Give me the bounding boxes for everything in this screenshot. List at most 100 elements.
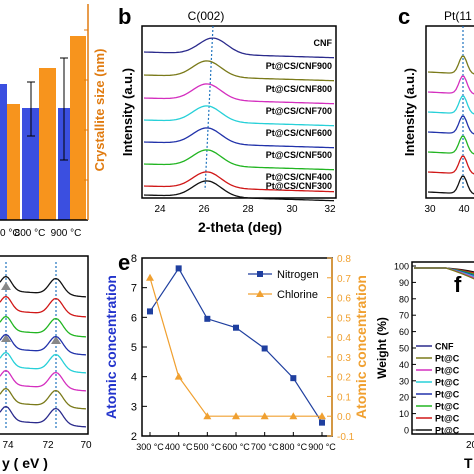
panel-f-curves	[414, 267, 474, 280]
panel-a-ylabel-right: Crystallite size (nm)	[92, 49, 107, 172]
panel-f-curve-6	[414, 267, 474, 280]
panel-f-ytick-6: 40	[399, 360, 409, 370]
panel-e-xtick-6: 900 °C	[308, 442, 336, 452]
panel-b-series-label-7: Pt@CS/CNF300	[266, 181, 332, 191]
panel-e-ytick-right-7: 0.6	[337, 294, 351, 305]
panel-b-curve-4	[143, 127, 335, 149]
panel-e-ylabel-left: Atomic concentration	[103, 275, 119, 419]
panel-d-xlabel: y ( eV )	[2, 455, 48, 471]
panel-d-xtick-70: 70	[80, 440, 92, 451]
panel-a-bar-orange-3	[70, 36, 86, 220]
panel-f-xlabel-partial: T	[464, 455, 473, 471]
panel-b-xtick-30: 30	[286, 204, 298, 215]
panel-f-ytick-1: 90	[399, 278, 409, 288]
panel-b-curve-2	[143, 83, 335, 105]
panel-d-curve-4	[0, 351, 87, 374]
panel-b-plot-frame	[141, 25, 337, 199]
panel-e-point-nitrogen-3	[233, 324, 239, 331]
panel-b-series-label-4: Pt@CS/CNF600	[266, 128, 332, 138]
panel-a-error-bars	[27, 57, 68, 161]
panel-e-ytick-left-5: 7	[131, 283, 137, 295]
panel-e-xtick-4: 700 °C	[251, 442, 279, 452]
panel-d-curve-7	[0, 405, 87, 428]
panel-e-point-chlorine-0	[146, 273, 154, 281]
panel-f-legend-label-3: Pt@C	[435, 378, 460, 388]
panel-e-point-nitrogen-5	[290, 375, 297, 382]
panel-e-point-nitrogen-4	[261, 345, 268, 352]
panel-a-tick-3: 900 °C	[51, 228, 82, 239]
legend-chlorine-marker	[256, 290, 264, 297]
panel-e-xtick-2: 500 °C	[194, 442, 222, 452]
panel-f-legend-label-6: Pt@C	[435, 414, 460, 424]
panel-e-yticks-left: 2 3 4 5 6 7 8	[131, 253, 147, 443]
panel-a-tick-2: 800 °C	[15, 228, 46, 239]
panel-d-arrow-marker-3	[51, 336, 61, 344]
panel-e-ytick-right-9: 0.8	[337, 254, 351, 265]
panel-b-series-label-0: CNF	[314, 38, 333, 48]
panel-c-curve-0	[427, 55, 474, 75]
panel-e-ylabel-right: Atomic concentration	[353, 275, 369, 419]
panel-f-ytick-8: 20	[399, 393, 409, 403]
panel-d-xtick-72: 72	[42, 440, 54, 451]
panel-f-ytick-7: 30	[399, 376, 409, 386]
panel-b-curve-5	[143, 149, 335, 171]
panel-e-ytick-right-6: 0.5	[337, 313, 351, 324]
panel-f-ytick-10: 0	[404, 426, 409, 436]
panel-b-ylabel: Intensity (a.u.)	[120, 68, 135, 156]
panel-e-ytick-right-2: 0.1	[337, 392, 351, 403]
panel-e-xticks: 300 °C 400 °C 500 °C 600 °C 700 °C 800 °C 900 …	[136, 432, 336, 452]
panel-d-plot-frame	[0, 255, 89, 435]
panel-b-xtick-28: 28	[242, 204, 254, 215]
panel-e-ytick-left-3: 5	[131, 342, 137, 354]
panel-e-ytick-right-0: -0.1	[337, 432, 355, 443]
panel-f-legend: CNF Pt@C Pt@C Pt@C Pt@C Pt@C Pt@C Pt@C	[416, 342, 460, 436]
panel-c-plot-frame	[425, 25, 474, 199]
legend-nitrogen-marker	[257, 271, 263, 277]
panel-b-curve-0	[143, 37, 335, 59]
panel-b-x-ticks: 24 26 28 30 32	[154, 204, 336, 215]
panel-c-label: c	[398, 4, 410, 29]
panel-f-ytick-5: 50	[399, 344, 409, 354]
panel-b-series-label-6: Pt@CS/CNF400	[266, 172, 332, 182]
panel-c-curves	[427, 55, 474, 195]
panel-b-xtick-24: 24	[154, 204, 166, 215]
panel-d-curve-3	[0, 333, 87, 356]
panel-c-curve-1	[427, 75, 474, 95]
panel-d-curve-2	[0, 315, 87, 338]
panel-a-bar-orange-2	[39, 68, 56, 220]
panel-a-bar-blue-1	[0, 84, 7, 220]
panel-e-label: e	[118, 250, 130, 275]
panel-b-curve-1	[143, 60, 335, 82]
panel-e: e Atomic concentration Atomic concentrat…	[103, 250, 369, 452]
panel-e-yticks-right: -0.1 0.0 0.1 0.2 0.3 0.4 0.5 0.6 0.7 0.8	[327, 254, 355, 443]
panel-e-legend: Nitrogen Chlorine	[248, 269, 319, 301]
panel-b-series-label-5: Pt@CS/CNF500	[266, 150, 332, 160]
panel-e-ytick-right-5: 0.4	[337, 333, 351, 344]
panel-e-point-chlorine-3	[232, 412, 240, 420]
panel-e-ytick-left-2: 4	[131, 372, 137, 384]
panel-b-series-labels: CNF Pt@CS/CNF900 Pt@CS/CNF800 Pt@CS/CNF700 P…	[266, 38, 333, 191]
panel-b-peak-label: C(002)	[188, 9, 225, 23]
panel-a-bar-blue-3	[58, 108, 70, 220]
panel-d-arrow-marker-1	[1, 282, 11, 290]
panel-c-peak-label: Pt(11	[444, 9, 472, 23]
panel-b-series-label-2: Pt@CS/CNF800	[266, 84, 332, 94]
panel-e-point-chlorine-1	[174, 372, 183, 380]
panel-b-series-label-1: Pt@CS/CNF900	[266, 61, 332, 71]
panel-e-point-chlorine-4	[260, 412, 269, 420]
panel-b-curves	[143, 37, 335, 202]
panel-d-arrow-marker-2	[1, 334, 11, 342]
panel-f-legend-label-4: Pt@C	[435, 390, 460, 400]
panel-c-xtick-30: 30	[424, 204, 436, 215]
panel-e-ytick-left-0: 2	[131, 431, 137, 443]
panel-d-curve-0	[0, 275, 87, 298]
panel-f-legend-label-0: CNF	[435, 342, 454, 352]
panel-e-ytick-right-8: 0.7	[337, 274, 351, 285]
panel-b-xlabel: 2-theta (deg)	[198, 219, 282, 235]
panel-e-ytick-left-6: 8	[131, 253, 137, 265]
panel-d-curves	[0, 275, 87, 428]
panel-f-label: f	[454, 272, 462, 297]
